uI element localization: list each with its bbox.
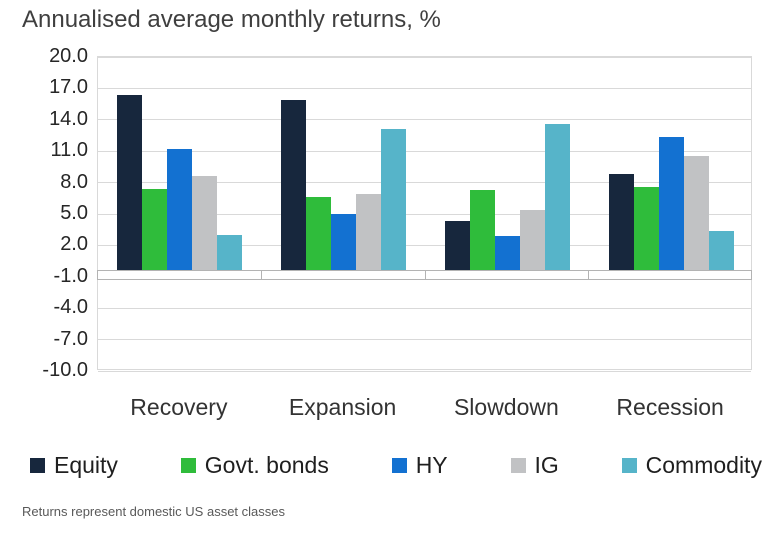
x-axis: Recovery Expansion Slowdown Recession	[97, 392, 752, 426]
bar-recovery-hy	[167, 149, 193, 271]
legend-item-govt-bonds: Govt. bonds	[180, 452, 329, 479]
legend-item-equity: Equity	[30, 452, 118, 479]
gridline-y-17	[98, 87, 751, 89]
legend-swatch-icon	[180, 458, 196, 473]
legend-item-ig: IG	[510, 452, 559, 479]
bar-recovery-ig	[192, 176, 218, 271]
x-category-label-expansion: Expansion	[288, 394, 397, 420]
bar-recession-ig	[683, 156, 709, 271]
legend-swatch-icon	[510, 458, 526, 473]
y-tick-label: 5.0	[60, 202, 88, 224]
gridline-y-5	[98, 213, 751, 215]
plot-area	[97, 56, 752, 372]
gridline-y-14	[98, 119, 751, 121]
bar-slowdown-hy	[494, 235, 520, 271]
gridline-y--4	[98, 307, 751, 309]
bar-expansion-hy	[331, 214, 357, 271]
gridline-y-11	[98, 150, 751, 152]
legend-item-commodity: Commodity	[621, 452, 762, 479]
bar-recovery-commodity	[217, 234, 243, 271]
x-category-label-recovery: Recovery	[130, 394, 228, 420]
y-tick-label: 20.0	[49, 45, 88, 67]
bar-expansion-equity	[281, 99, 307, 271]
y-tick-label: -7.0	[53, 327, 88, 350]
chart-title: Annualised average monthly returns, %	[22, 6, 441, 33]
y-tick-label: 2.0	[60, 233, 88, 256]
legend-label: HY	[415, 452, 448, 478]
bar-recession-commodity	[708, 230, 734, 271]
legend-swatch-icon	[391, 458, 407, 473]
category-axis-tick	[587, 271, 589, 280]
bar-expansion-govt-bonds	[306, 197, 332, 271]
legend: Equity Govt. bonds HY IG Commodity	[30, 452, 762, 479]
y-tick-label: 8.0	[60, 170, 88, 193]
bar-recession-hy	[658, 136, 684, 271]
bar-slowdown-ig	[519, 209, 545, 271]
category-axis-tick	[261, 271, 263, 280]
legend-swatch-icon	[621, 458, 637, 473]
category-axis-band	[97, 270, 752, 281]
bar-recession-govt-bonds	[633, 186, 659, 271]
y-tick-label: 17.0	[49, 76, 88, 99]
bar-recovery-govt-bonds	[142, 188, 168, 271]
y-tick-label: -10.0	[42, 359, 88, 381]
y-tick-label: -1.0	[53, 264, 88, 287]
y-tick-label: 14.0	[49, 107, 88, 130]
y-axis: 20.0 17.0 14.0 11.0 8.0 5.0 2.0 -1.0 -4.0 -7.0 -10…	[16, 45, 88, 381]
y-tick-label: 11.0	[50, 139, 88, 162]
legend-label: Govt. bonds	[204, 452, 329, 478]
gridline-y-2	[98, 244, 751, 246]
bar-recession-equity	[608, 174, 634, 271]
legend-item-hy: HY	[391, 452, 448, 479]
legend-label: Equity	[54, 452, 118, 478]
x-category-label-slowdown: Slowdown	[453, 394, 559, 420]
gridline-y-20	[98, 56, 751, 58]
category-axis-tick	[424, 271, 426, 280]
legend-swatch-icon	[30, 458, 45, 473]
y-tick-label: -4.0	[53, 296, 88, 319]
bar-expansion-commodity	[381, 129, 407, 271]
chart-footnote: Returns represent domestic US asset clas…	[22, 504, 285, 519]
bar-slowdown-commodity	[544, 123, 570, 271]
legend-label: IG	[534, 452, 559, 478]
legend-label: Commodity	[645, 452, 762, 478]
bar-expansion-ig	[356, 194, 382, 271]
bar-recovery-equity	[117, 94, 143, 271]
gridline-y-8	[98, 182, 751, 184]
bar-slowdown-equity	[444, 221, 470, 271]
gridline-y--10	[98, 370, 751, 372]
gridline-y--7	[98, 339, 751, 341]
bar-slowdown-govt-bonds	[469, 189, 495, 271]
x-category-label-recession: Recession	[616, 394, 724, 420]
